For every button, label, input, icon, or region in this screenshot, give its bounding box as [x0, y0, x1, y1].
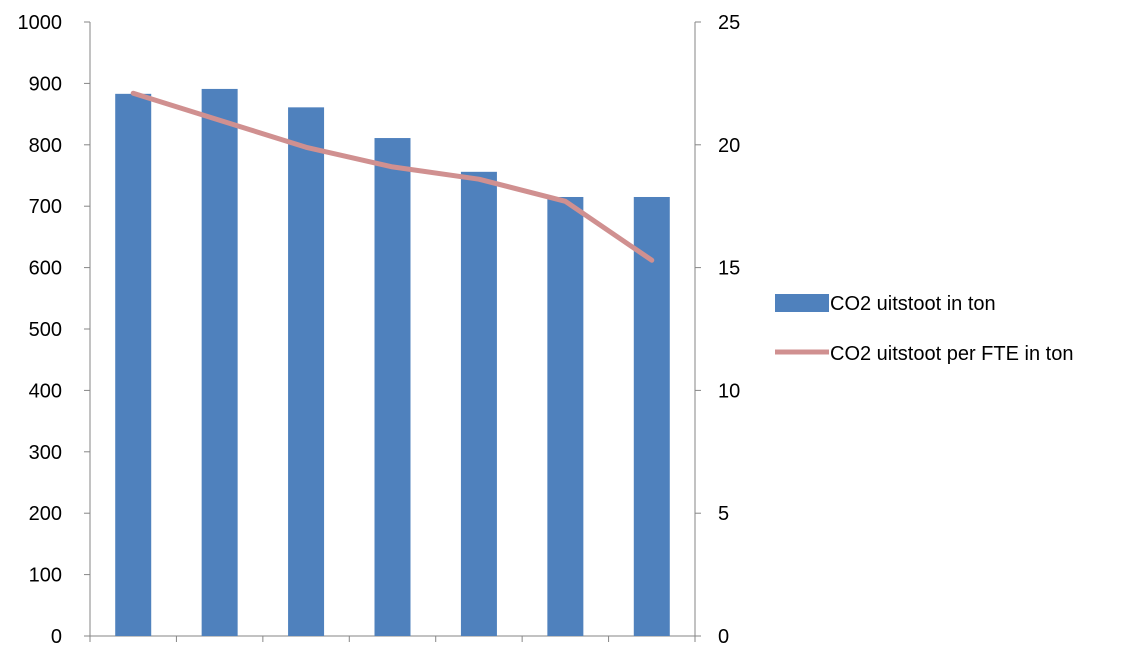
- right-tick-label: 0: [718, 626, 729, 644]
- right-tick-label: 15: [718, 258, 740, 280]
- bar: [547, 196, 584, 637]
- right-tick-label: 10: [718, 380, 740, 402]
- line-point: [392, 166, 393, 168]
- left-tick-label: 0: [51, 626, 62, 644]
- left-y-axis: 0 100 200 300 400 500 600 700 800 900 1000: [18, 12, 91, 648]
- bar: [115, 93, 152, 636]
- left-tick-label: 1000: [18, 12, 63, 34]
- line-point: [478, 178, 480, 180]
- legend-label-line: CO2 uitstoot per FTE in ton: [830, 343, 1073, 365]
- bar: [288, 107, 325, 636]
- left-tick-label: 900: [29, 73, 62, 95]
- legend-label-bar: CO2 uitstoot in ton: [830, 293, 996, 315]
- bar: [201, 88, 238, 636]
- line-point: [132, 92, 134, 94]
- right-tick-label: 5: [718, 503, 729, 525]
- left-tick-label: 500: [29, 319, 62, 341]
- line-series: [130, 90, 655, 263]
- left-tick-label: 400: [29, 380, 62, 402]
- left-tick-label: 700: [29, 196, 62, 218]
- left-tick-label: 300: [29, 442, 62, 464]
- legend-swatch-bar: [775, 294, 829, 312]
- right-tick-label: 25: [718, 12, 740, 34]
- right-tick-label: 20: [718, 135, 740, 157]
- bar: [374, 138, 411, 636]
- line-point: [219, 119, 221, 121]
- left-tick-label: 100: [29, 565, 62, 587]
- left-tick-label: 600: [29, 258, 62, 280]
- bar: [460, 171, 497, 637]
- right-y-axis: 0 5 10 15 20 25: [694, 12, 740, 648]
- left-tick-label: 200: [29, 503, 62, 525]
- legend-item-bar: CO2 uitstoot in ton: [775, 293, 996, 315]
- line-point: [564, 200, 566, 202]
- line-point: [651, 259, 653, 261]
- x-axis: [89, 635, 696, 642]
- legend-item-line: CO2 uitstoot per FTE in ton: [775, 343, 1073, 365]
- bar: [633, 196, 670, 637]
- legend: CO2 uitstoot in ton CO2 uitstoot per FTE …: [775, 293, 1073, 365]
- line-point: [305, 146, 307, 148]
- bar-series: [115, 88, 670, 637]
- left-tick-label: 800: [29, 135, 62, 157]
